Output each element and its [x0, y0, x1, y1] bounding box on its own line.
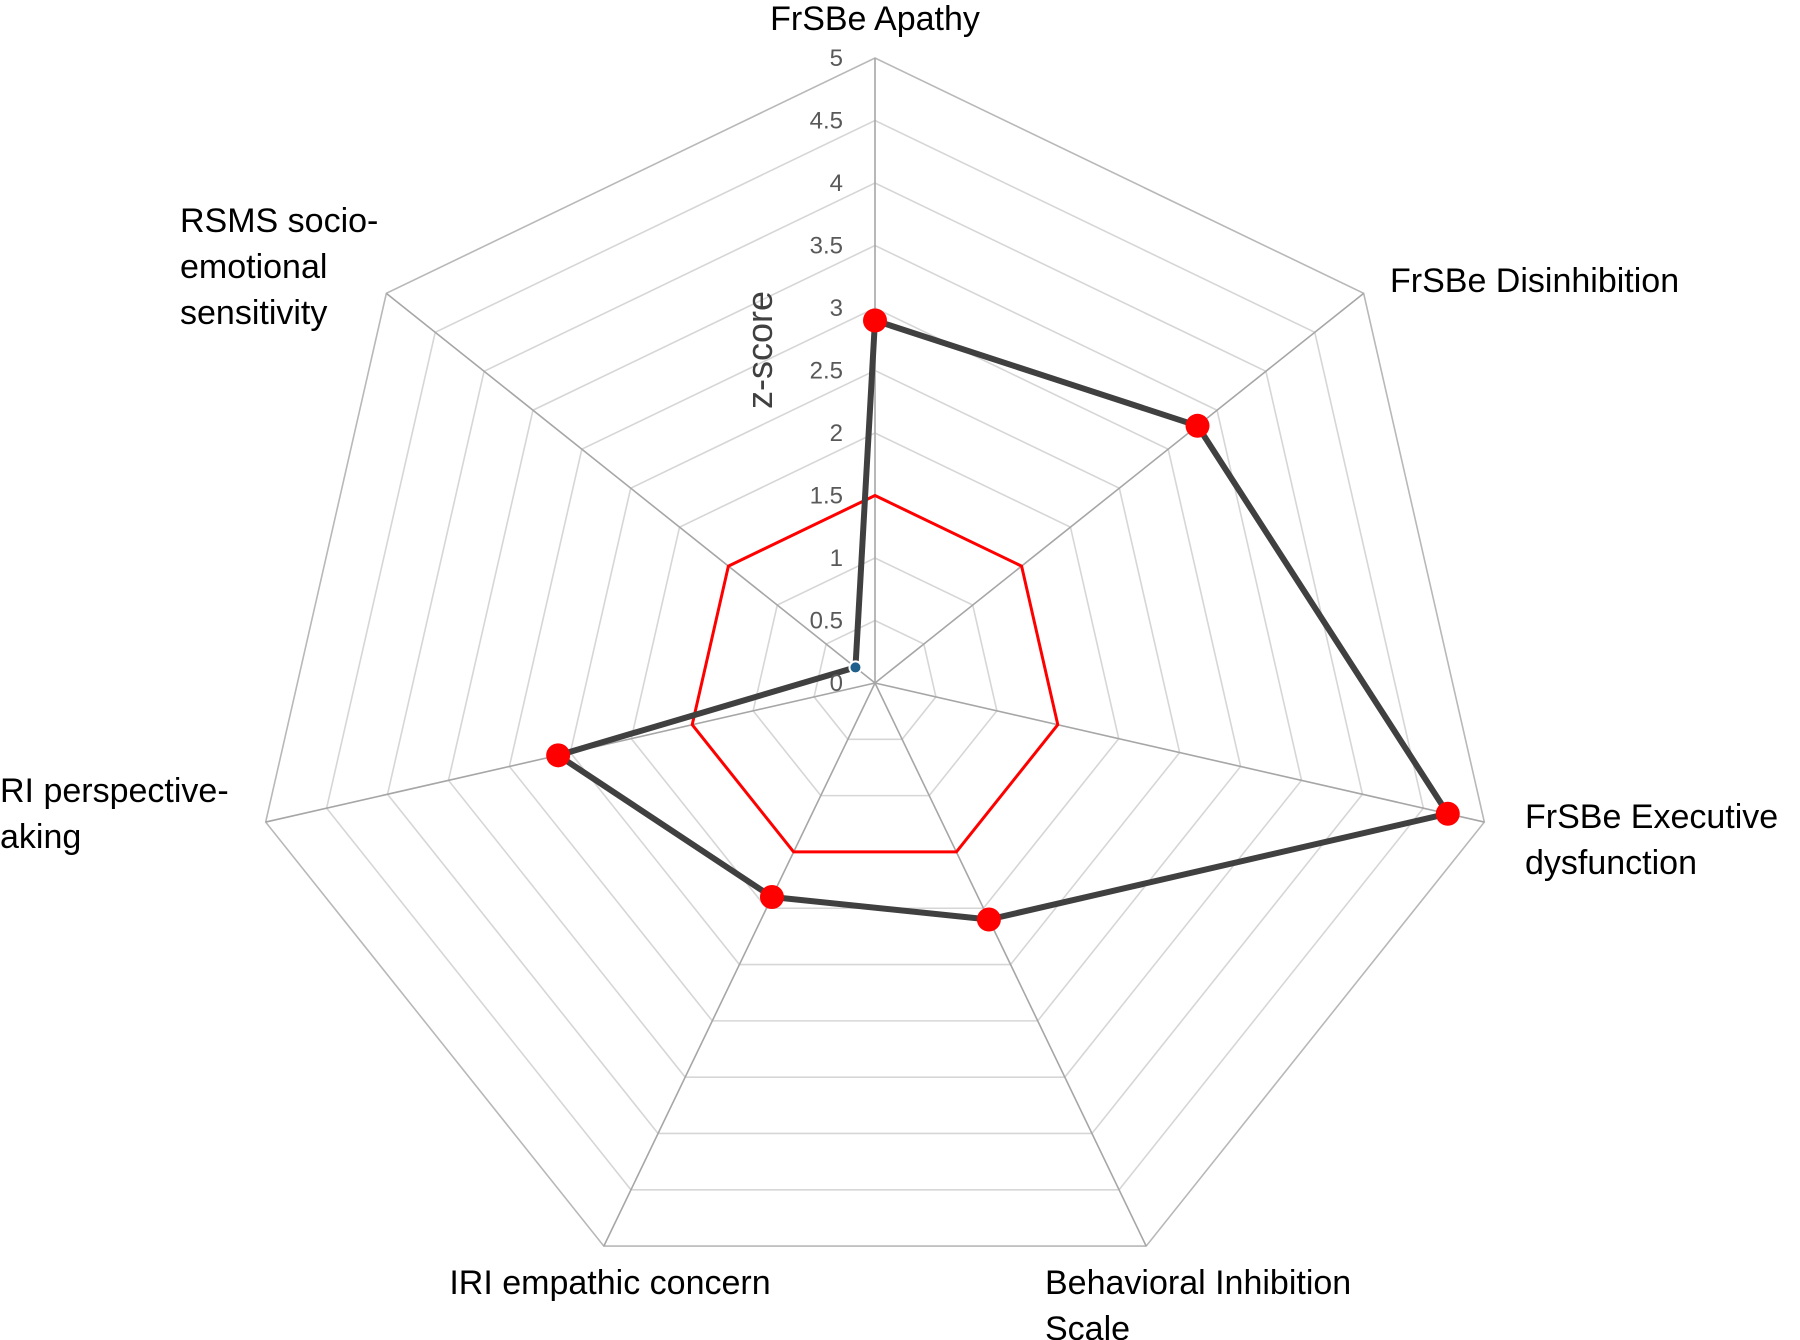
data-point	[546, 743, 571, 768]
axis-label: IRI empathic concern	[449, 1264, 770, 1302]
tick-label: 5	[830, 45, 843, 72]
axis-label: RI perspective-aking	[0, 772, 229, 856]
grid-ring	[386, 182, 1364, 1135]
grid-ring	[569, 369, 1181, 966]
data-point	[1185, 413, 1210, 438]
grid-ring	[508, 307, 1242, 1022]
tick-label: 4	[830, 170, 843, 197]
tick-label: 0.5	[810, 608, 843, 635]
radar-tick-labels: 0 0.5 1 1.5 2 2.5 3 3.5 4 4.5 5	[810, 45, 843, 697]
axis-label: Behavioral Inhibition Scale	[1045, 1264, 1351, 1340]
axis-spoke	[874, 682, 1147, 1247]
axis-spoke	[874, 682, 1485, 823]
grid-ring	[264, 57, 1486, 1247]
tick-label: 3	[830, 295, 843, 322]
reference-line	[690, 494, 1060, 854]
grid-ring	[813, 619, 937, 741]
radar-spokes	[265, 58, 1485, 1247]
grid-ring	[752, 557, 998, 797]
data-point	[976, 907, 1001, 932]
tick-label: 0	[830, 670, 843, 697]
data-point	[759, 884, 784, 909]
data-point	[863, 308, 887, 333]
y-axis-title: z-score	[739, 291, 780, 409]
tick-label: 1	[830, 545, 843, 572]
data-point	[848, 660, 863, 675]
tick-label: 1.5	[810, 483, 843, 510]
series-line	[555, 317, 1451, 923]
axis-label: FrSBe Apathy	[770, 0, 980, 38]
tick-label: 3.5	[810, 233, 843, 260]
axis-spoke	[874, 292, 1365, 684]
axis-spoke	[385, 292, 876, 684]
grid-ring	[447, 244, 1303, 1078]
axis-label: FrSBe Executive dysfunction	[1525, 798, 1778, 882]
tick-label: 2	[830, 420, 843, 447]
tick-label: 4.5	[810, 108, 843, 135]
grid-ring	[325, 119, 1425, 1191]
data-point	[1435, 801, 1460, 826]
axis-spoke	[603, 682, 876, 1247]
axis-label: RSMS socio-emotional sensitivity	[180, 202, 378, 332]
radar-series	[546, 308, 1460, 932]
axis-label: FrSBe Disinhibition	[1390, 262, 1679, 300]
tick-label: 2.5	[810, 358, 843, 385]
